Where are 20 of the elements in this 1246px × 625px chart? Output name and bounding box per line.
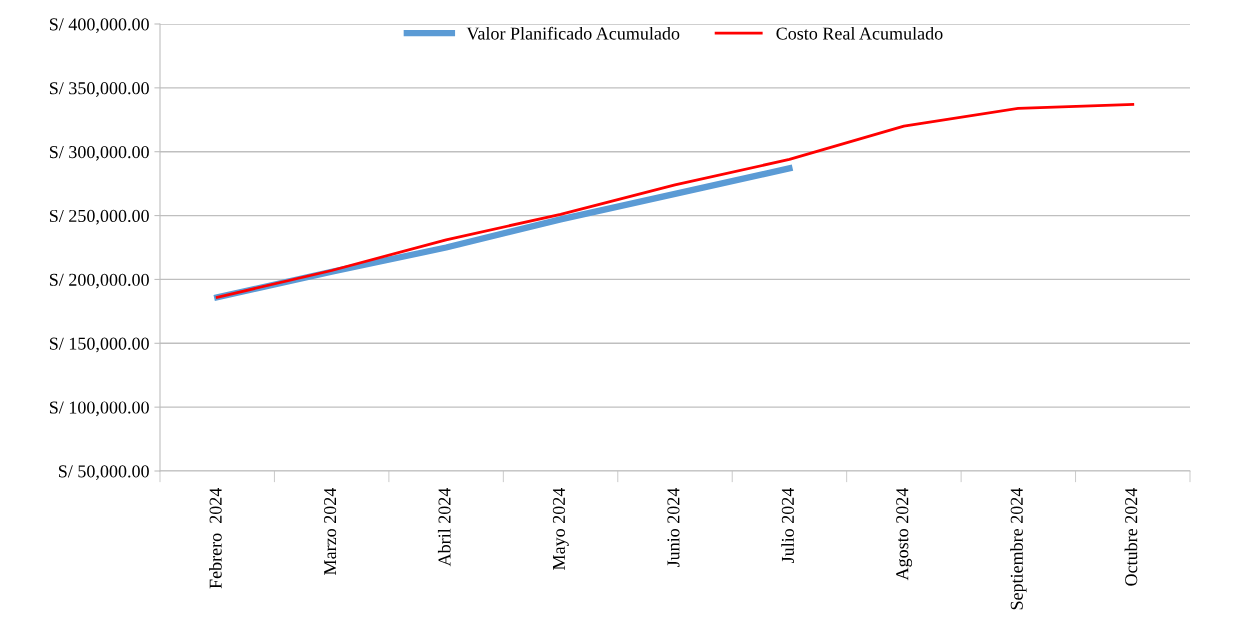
x-tick-label: Septiembre 2024 <box>1010 487 1027 610</box>
x-tick-label: Abril 2024 <box>437 487 451 567</box>
x-tick-label: Julio 2024 <box>781 487 794 564</box>
y-tick-label: S/ 150,000.00 <box>49 337 149 353</box>
y-tick-label: S/ 400,000.00 <box>49 18 149 34</box>
y-tick-label: S/ 250,000.00 <box>49 209 149 225</box>
y-tick-label: S/ 100,000.00 <box>49 401 149 417</box>
x-tick-label: Mayo 2024 <box>552 487 569 570</box>
legend-label: Valor Planificado Acumulado <box>466 26 680 40</box>
x-tick-label: Agosto 2024 <box>896 487 913 581</box>
y-tick-label: S/ 200,000.00 <box>49 273 149 289</box>
y-tick-label: S/ 350,000.00 <box>49 82 149 97</box>
legend-label: Costo Real Acumulado <box>776 26 943 40</box>
x-tick-label: Junio 2024 <box>667 487 680 568</box>
y-tick-label: S/ 300,000.00 <box>49 145 149 161</box>
x-tick-label: Marzo 2024 <box>324 487 337 575</box>
y-tick-label: S/ 50,000.00 <box>59 465 149 481</box>
x-tick-label: Febrero 2024 <box>209 487 222 589</box>
x-tick-label: Octubre 2024 <box>1124 487 1138 586</box>
line-series <box>215 103 1135 299</box>
